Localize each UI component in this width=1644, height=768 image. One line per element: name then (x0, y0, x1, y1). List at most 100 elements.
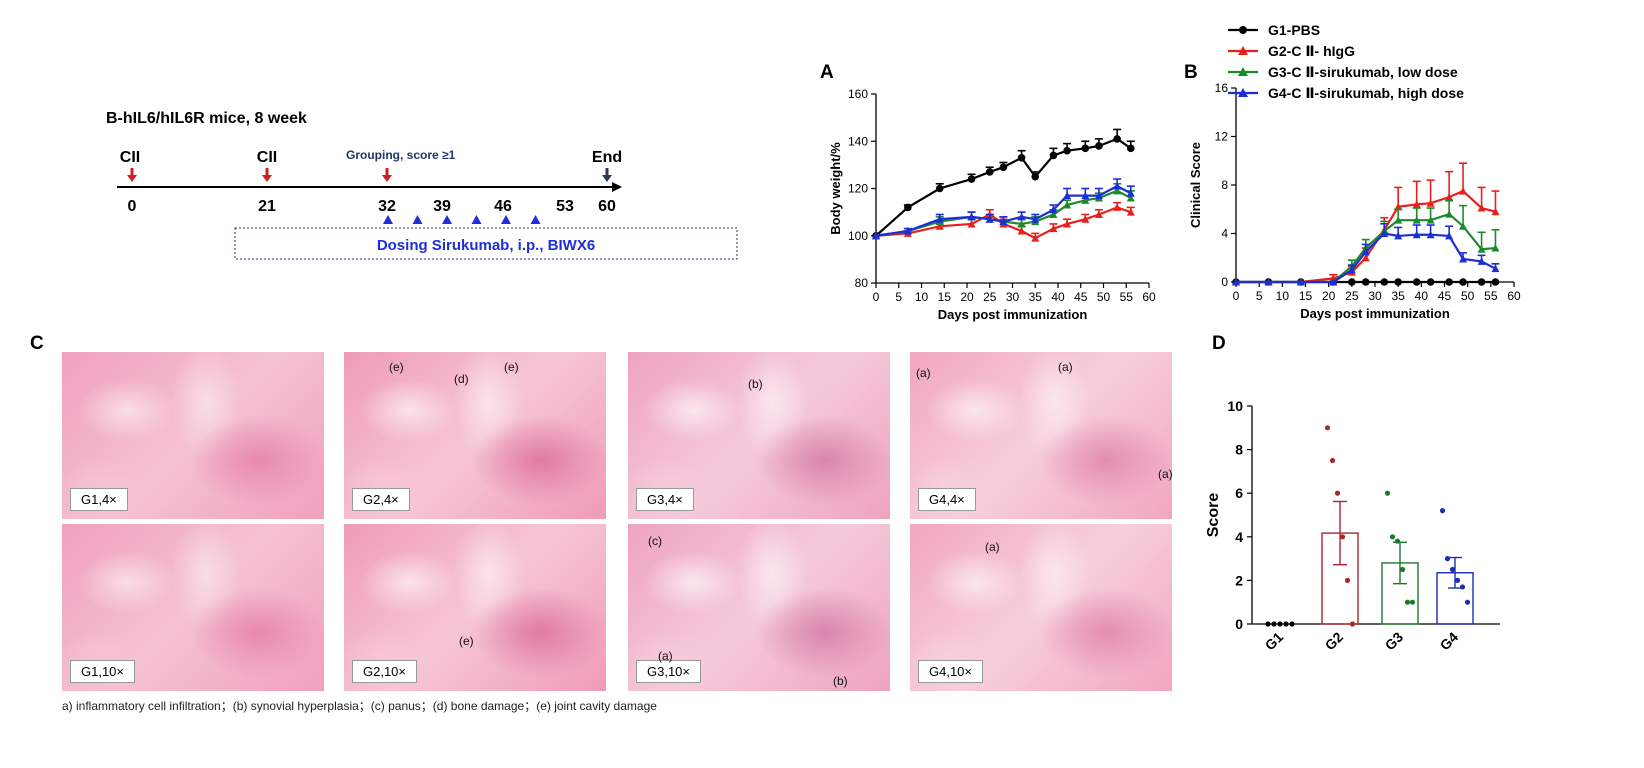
x-tick-label: 40 (1415, 289, 1429, 303)
timeline-day-label: 39 (433, 198, 451, 215)
data-point (1412, 278, 1421, 286)
data-point (1361, 278, 1370, 286)
data-point (1271, 621, 1277, 627)
data-point (1426, 230, 1435, 239)
grouping-label: Grouping, score ≥1 (346, 148, 456, 162)
data-point (1296, 278, 1305, 286)
data-point (1049, 205, 1058, 214)
data-point (1394, 231, 1403, 240)
data-point (1399, 566, 1406, 573)
series-line (875, 184, 1132, 237)
x-tick-label: 30 (1006, 290, 1020, 304)
data-point (1081, 191, 1090, 200)
histology-annotation: (a) (985, 540, 1000, 554)
data-point (1113, 135, 1121, 143)
dosing-triangle (530, 215, 541, 224)
timeline-day-label: 0 (128, 198, 137, 215)
data-point (1380, 229, 1389, 237)
data-point (1491, 264, 1500, 273)
data-point (1426, 278, 1435, 286)
y-tick-label: 0 (1221, 275, 1228, 289)
data-point (904, 203, 912, 212)
data-point (1031, 234, 1040, 242)
dosing-triangle (412, 215, 423, 224)
histology-annotation: (e) (504, 360, 519, 374)
histology-score-chart: 0 2 4 6 8 10 Score G1 G2 G3 G4 (1205, 398, 1500, 654)
x-tick-label: 10 (1276, 289, 1290, 303)
y-axis-label: Body weight/% (828, 142, 843, 235)
histology-label: G3,4× (636, 488, 694, 511)
x-tick-label: 15 (1299, 289, 1313, 303)
y-tick-label: 100 (848, 229, 868, 243)
y-tick-label: 12 (1215, 130, 1229, 144)
dosing-triangle (442, 215, 452, 224)
histology-label: G4,10× (918, 660, 984, 683)
x-tick-label: 5 (895, 290, 902, 304)
data-point (1334, 490, 1341, 496)
x-tick-label: 60 (1507, 289, 1521, 303)
data-point (1459, 254, 1468, 263)
data-point (935, 184, 944, 193)
data-point (1264, 278, 1273, 286)
histology-annotation: (b) (748, 377, 763, 391)
x-tick-label: 0 (873, 290, 880, 304)
data-point (1349, 621, 1356, 627)
data-point (1081, 196, 1090, 204)
data-point (1289, 621, 1295, 627)
histology-annotation: (a) (658, 649, 673, 663)
data-point (1491, 207, 1500, 216)
histology-label: G2,10× (352, 660, 418, 683)
data-point (1031, 215, 1040, 223)
data-point (1127, 144, 1135, 153)
histology-image: G4,4× (a) (a) (a) (910, 352, 1172, 519)
histology-caption: a) inflammatory cell infiltration；(b) sy… (62, 699, 657, 713)
y-tick-label: 120 (848, 182, 868, 196)
data-point (1439, 508, 1446, 514)
data-point (1459, 187, 1468, 195)
x-tick-label: 35 (1029, 290, 1043, 304)
cii-label: CII (257, 149, 277, 166)
data-point (1412, 216, 1421, 224)
data-point (1344, 577, 1351, 583)
data-point (1126, 193, 1135, 202)
histology-image: G2,4× (e) (d) (e) (344, 352, 606, 519)
histology-label: G1,10× (70, 660, 136, 683)
red-arrow-head (127, 175, 137, 182)
x-tick-label: 50 (1461, 289, 1475, 303)
data-point (1283, 621, 1289, 627)
data-point (1394, 216, 1403, 224)
data-point (1094, 210, 1103, 218)
dosing-label: Dosing Sirukumab, i.p., BIWX6 (377, 237, 595, 254)
histology-annotation: (c) (648, 534, 662, 548)
legend-label: G4-C Ⅱ-sirukumab, high dose (1268, 85, 1464, 101)
data-point (1049, 210, 1058, 218)
histology-label: G1,4× (70, 488, 128, 511)
data-point (872, 231, 880, 240)
data-point (1477, 245, 1486, 253)
y-axis-label: Score (1205, 493, 1222, 538)
x-tick-label: G4 (1437, 629, 1462, 654)
data-point (967, 212, 976, 221)
data-point (935, 215, 944, 223)
x-tick-label: 55 (1120, 290, 1134, 304)
data-point (1389, 534, 1396, 540)
x-tick-label: G1 (1262, 629, 1287, 654)
x-tick-label: G3 (1382, 629, 1407, 654)
x-tick-label: 20 (1322, 289, 1336, 303)
legend-marker (1238, 46, 1248, 55)
timeline-day-label: 60 (598, 198, 616, 215)
data-point (1394, 278, 1402, 286)
data-point (1347, 265, 1356, 274)
x-axis-label: Days post immunization (1300, 306, 1450, 321)
data-point (1017, 153, 1026, 162)
y-tick-label: 4 (1221, 227, 1228, 241)
x-tick-label: 55 (1484, 289, 1498, 303)
data-point (1409, 599, 1416, 605)
timeline-panel: B-hIL6/hIL6R mice, 8 week 0 21 32 39 46 53 60 C… (100, 100, 750, 270)
data-point (1348, 278, 1356, 286)
data-point (1454, 577, 1461, 583)
x-tick-label: 35 (1391, 289, 1405, 303)
data-point (1265, 621, 1271, 627)
y-tick-label: 140 (848, 134, 868, 148)
data-point (1329, 457, 1336, 464)
